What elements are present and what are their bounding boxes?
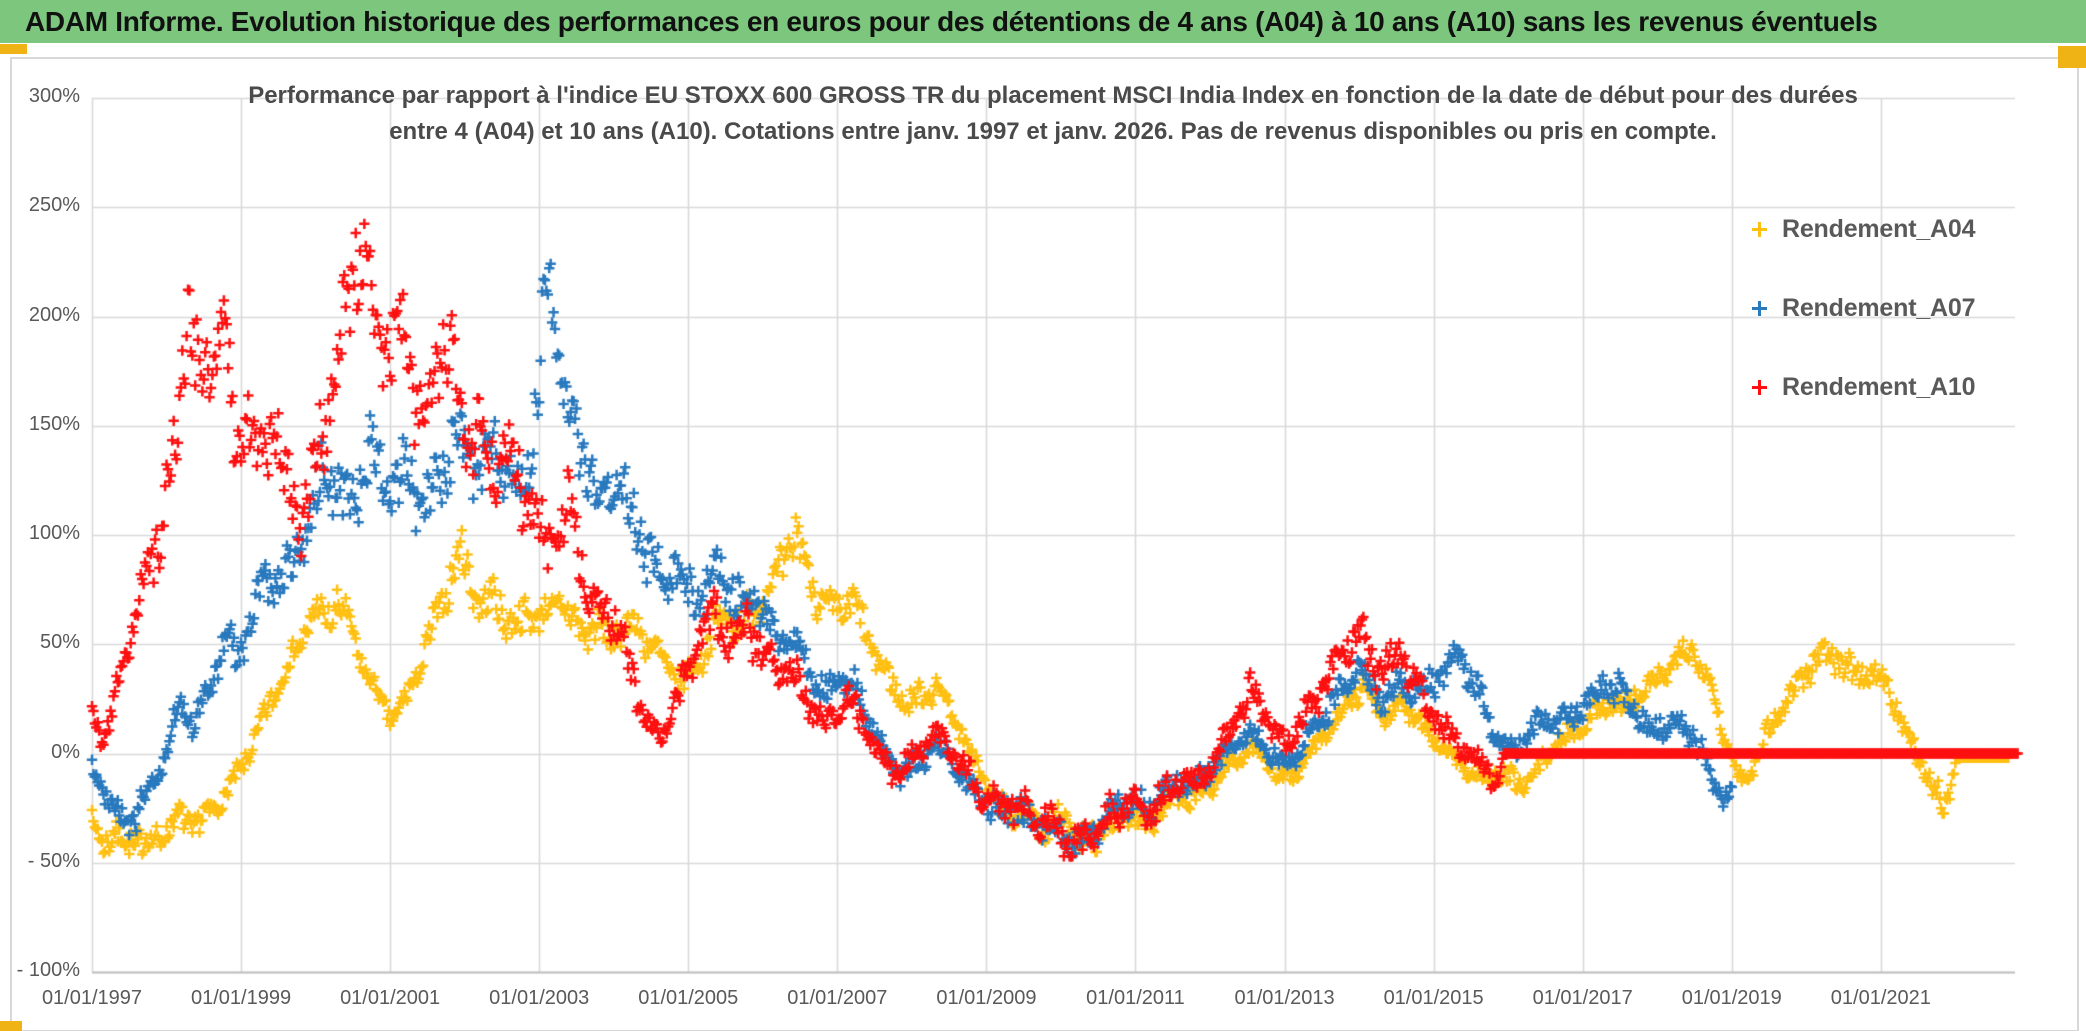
- page-header: ADAM Informe. Evolution historique des p…: [0, 0, 2086, 43]
- amber-accent-bottom-left: [0, 1021, 22, 1031]
- y-axis-tick-label: 250%: [28, 194, 80, 217]
- x-axis-tick-label: 01/01/2001: [340, 987, 441, 1009]
- legend-item-label: Rendement_A10: [1782, 373, 1976, 401]
- x-axis-tick-label: 01/01/2005: [638, 987, 739, 1009]
- x-axis-tick-label: 01/01/1999: [191, 987, 292, 1009]
- x-axis-tick-label: 01/01/2021: [1830, 987, 1931, 1009]
- x-axis-tick-label: 01/01/2013: [1234, 987, 1335, 1009]
- y-axis-tick-label: - 100%: [16, 959, 80, 981]
- chart-subtitle-line2: entre 4 (A04) et 10 ans (A10). Cotations…: [389, 118, 1717, 145]
- amber-accent-top-right: [2058, 46, 2086, 68]
- y-axis-tick-label: - 50%: [27, 849, 80, 872]
- y-axis-tick-label: 300%: [28, 85, 80, 107]
- amber-accent-top-left: [0, 44, 27, 54]
- plus-marker-icon: [1752, 380, 1767, 395]
- plus-marker-icon: [1752, 222, 1767, 237]
- y-axis-tick-label: 150%: [28, 412, 80, 435]
- plus-marker-icon: [1752, 301, 1767, 316]
- y-axis-tick-label: 200%: [28, 303, 80, 326]
- x-axis-tick-label: 01/01/2019: [1681, 987, 1782, 1009]
- x-axis-tick-label: 01/01/2011: [1086, 987, 1185, 1009]
- legend-item-rendement_a07[interactable]: Rendement_A07: [1742, 269, 1976, 348]
- x-axis-tick-label: 01/01/2015: [1383, 987, 1484, 1009]
- x-axis-tick-label: 01/01/2007: [787, 987, 888, 1009]
- x-axis-tick-label: 01/01/2017: [1532, 987, 1633, 1009]
- page-title: ADAM Informe. Evolution historique des p…: [25, 5, 1878, 37]
- x-axis-tick-label: 01/01/1997: [41, 987, 143, 1009]
- legend-item-label: Rendement_A04: [1782, 215, 1976, 243]
- x-axis-tick-label: 01/01/2003: [489, 987, 590, 1009]
- chart-subtitle-line1: Performance par rapport à l'indice EU ST…: [248, 82, 1858, 109]
- y-axis-tick-label: 50%: [39, 631, 80, 654]
- chart-legend: Rendement_A04 Rendement_A07 Rendement_A10: [1742, 190, 1976, 427]
- y-axis-tick-label: 100%: [28, 522, 80, 544]
- chart-subtitle: Performance par rapport à l'indice EU ST…: [200, 78, 1906, 150]
- x-axis-tick-label: 01/01/2009: [936, 987, 1037, 1009]
- legend-item-label: Rendement_A07: [1782, 294, 1976, 322]
- legend-item-rendement_a10[interactable]: Rendement_A10: [1742, 348, 1976, 427]
- legend-item-rendement_a04[interactable]: Rendement_A04: [1742, 190, 1976, 269]
- y-axis-tick-label: 0%: [51, 740, 80, 763]
